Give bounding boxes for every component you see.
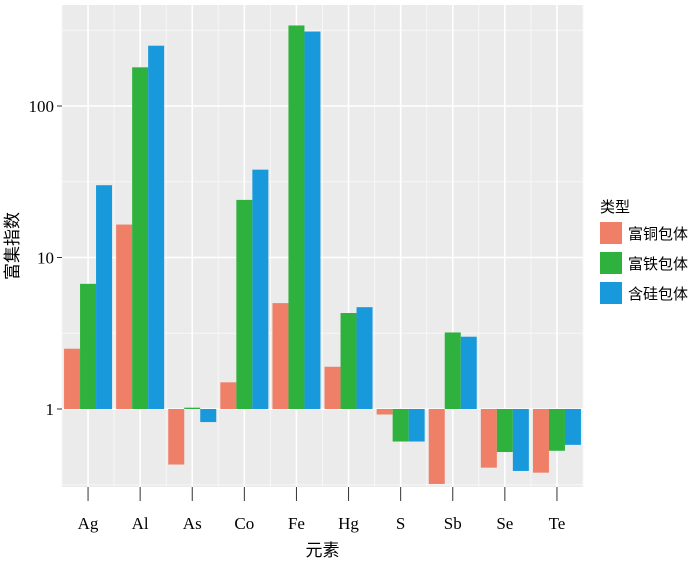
x-tick-label-Te: Te <box>549 514 566 533</box>
bars <box>64 25 581 484</box>
x-tick-label-Co: Co <box>234 514 254 533</box>
y-axis: 1 10 100 <box>29 97 62 419</box>
bar-Te-2 <box>548 409 565 451</box>
bar-Fe-1 <box>272 303 289 409</box>
x-axis: Ag Al As Co Fe Hg S Sb Se Te <box>78 487 566 533</box>
legend-label-3: 含硅包体 <box>628 285 688 303</box>
bar-Al-2 <box>132 67 149 409</box>
bar-Fe-2 <box>288 25 305 409</box>
bar-Te-1 <box>532 409 549 473</box>
bar-Ag-1 <box>64 348 81 409</box>
x-tick-label-Ag: Ag <box>78 514 99 533</box>
bar-As-2 <box>184 407 201 409</box>
legend-key-2 <box>600 252 622 274</box>
legend-key-3 <box>600 282 622 304</box>
bar-S-3 <box>408 409 425 442</box>
bar-Ag-2 <box>80 283 97 409</box>
x-tick-label-Sb: Sb <box>444 514 462 533</box>
bar-Al-1 <box>116 224 133 409</box>
x-tick-label-Hg: Hg <box>338 514 359 533</box>
bar-Al-3 <box>148 45 165 409</box>
legend-label-1: 富铜包体 <box>628 225 688 243</box>
bar-Hg-3 <box>356 307 373 409</box>
legend-key-1 <box>600 222 622 244</box>
bar-Sb-2 <box>444 332 461 409</box>
bar-Co-3 <box>252 169 269 409</box>
y-tick-label: 100 <box>29 97 55 116</box>
bar-Se-1 <box>480 409 497 468</box>
y-tick-label: 1 <box>46 400 55 419</box>
bar-Fe-3 <box>304 31 321 409</box>
x-tick-label-S: S <box>396 514 405 533</box>
x-tick-label-Al: Al <box>132 514 149 533</box>
bar-Co-2 <box>236 199 253 409</box>
x-tick-label-Fe: Fe <box>288 514 305 533</box>
bar-Te-3 <box>564 409 581 445</box>
bar-Sb-1 <box>428 409 445 484</box>
bar-Se-2 <box>496 409 513 453</box>
bar-S-2 <box>392 409 409 442</box>
legend-label-2: 富铁包体 <box>628 255 688 273</box>
x-axis-title: 元素 <box>306 541 340 561</box>
x-tick-label-As: As <box>183 514 202 533</box>
bar-Sb-3 <box>460 336 477 409</box>
bar-Hg-2 <box>340 313 357 409</box>
bar-Hg-1 <box>324 366 341 409</box>
legend-title: 类型 <box>600 198 630 216</box>
bar-S-1 <box>376 409 393 415</box>
y-tick-label: 10 <box>37 249 54 268</box>
bar-As-1 <box>168 409 185 465</box>
x-tick-label-Se: Se <box>496 514 513 533</box>
y-axis-title: 富集指数 <box>3 212 23 280</box>
bar-Co-1 <box>220 382 237 409</box>
bar-Se-3 <box>512 409 529 471</box>
bar-As-3 <box>200 409 217 423</box>
bar-Ag-3 <box>96 185 113 409</box>
